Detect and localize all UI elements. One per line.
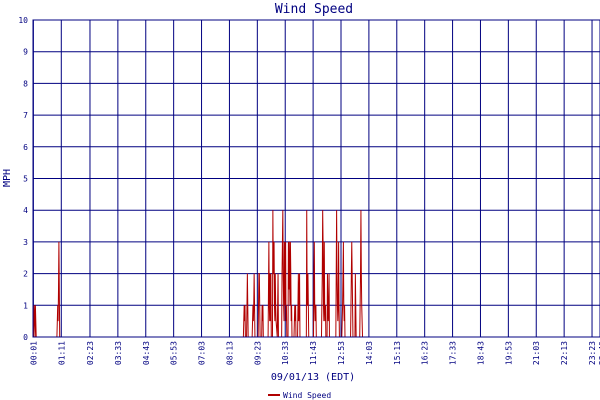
series-wind-speed bbox=[32, 210, 600, 338]
x-tick-label: 14:03 bbox=[365, 341, 374, 365]
x-tick-label: 11:43 bbox=[309, 341, 318, 365]
y-tick-label: 6 bbox=[23, 143, 28, 152]
x-tick-label: 18:43 bbox=[476, 341, 485, 365]
x-tick-label: 01:11 bbox=[57, 341, 66, 365]
x-tick-label: 02:23 bbox=[86, 341, 95, 365]
x-tick-label: 22:13 bbox=[560, 341, 569, 365]
x-tick-label: 08:13 bbox=[225, 341, 234, 365]
x-tick-label: 12:53 bbox=[337, 341, 346, 365]
y-tick-label: 2 bbox=[23, 270, 28, 279]
y-tick-label: 10 bbox=[18, 16, 28, 25]
plot-frame bbox=[32, 19, 600, 338]
y-tick-label: 1 bbox=[23, 301, 28, 310]
x-tick-labels: 00:01 01:11 02:23 03:33 04:43 05:53 07:03 08:13… bbox=[29, 341, 600, 365]
chart-title: Wind Speed bbox=[275, 2, 353, 17]
x-tick-label: 07:03 bbox=[198, 341, 207, 365]
legend-label: Wind Speed bbox=[283, 391, 331, 400]
x-tick-label: 19:53 bbox=[504, 341, 513, 365]
y-tick-label: 3 bbox=[23, 238, 28, 247]
y-tick-label: 4 bbox=[23, 206, 28, 215]
x-tick-label: 23:23 bbox=[588, 341, 597, 365]
x-axis-label: 09/01/13 (EDT) bbox=[271, 372, 355, 383]
x-tick-label: 00:01 bbox=[29, 341, 38, 365]
x-tick-label: 15:13 bbox=[393, 341, 402, 365]
y-tick-label: 7 bbox=[23, 111, 28, 120]
x-tick-label: 17:33 bbox=[449, 341, 458, 365]
legend: Wind Speed bbox=[268, 391, 331, 400]
x-tick-label: 23:49 bbox=[598, 341, 600, 365]
y-tick-labels: 0 1 2 3 4 5 6 7 8 9 10 bbox=[18, 16, 28, 342]
x-tick-label: 21:03 bbox=[532, 341, 541, 365]
x-tick-label: 03:33 bbox=[114, 341, 123, 365]
x-tick-label: 16:23 bbox=[421, 341, 430, 365]
x-tick-label: 09:23 bbox=[253, 341, 262, 365]
y-tick-label: 9 bbox=[23, 48, 28, 57]
x-tick-label: 05:53 bbox=[170, 341, 179, 365]
x-tick-label: 10:33 bbox=[281, 341, 290, 365]
y-tick-label: 8 bbox=[23, 79, 28, 88]
y-axis-label: MPH bbox=[2, 169, 13, 187]
x-tick-label: 04:43 bbox=[142, 341, 151, 365]
y-tick-label: 0 bbox=[23, 333, 28, 342]
series-line bbox=[32, 210, 600, 338]
y-tick-label: 5 bbox=[23, 175, 28, 184]
